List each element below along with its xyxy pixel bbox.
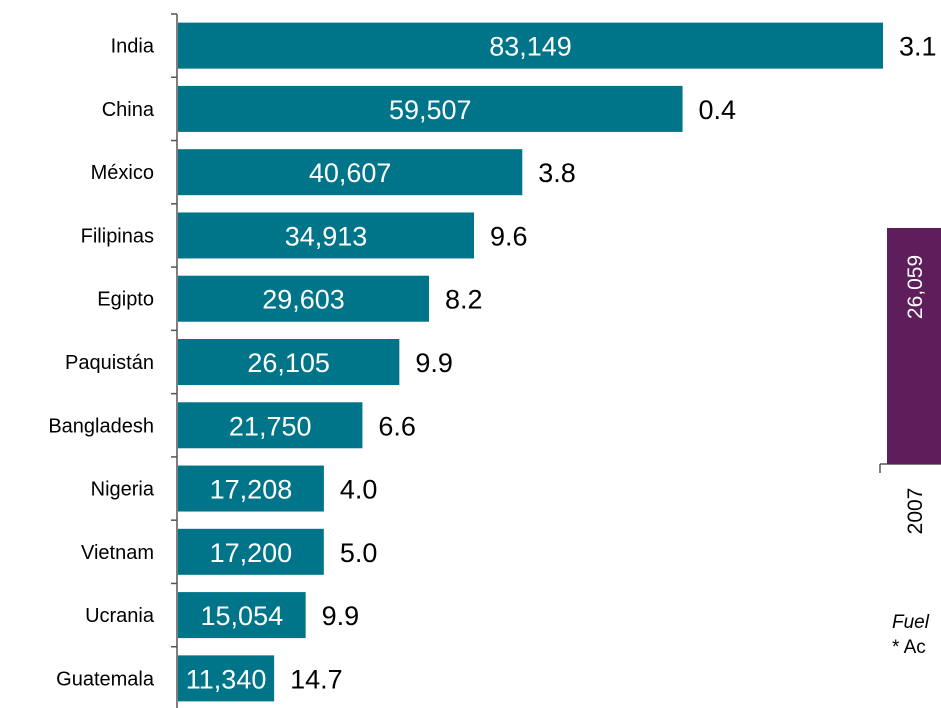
bar: [178, 212, 475, 259]
category-label: China: [102, 99, 155, 121]
secondary-value-label: 6.6: [378, 411, 416, 441]
bar-value-label: 17,200: [210, 538, 293, 568]
secondary-value-label: 8.2: [445, 285, 483, 315]
category-label: Guatemala: [56, 668, 155, 690]
secondary-value-label: 14.7: [290, 664, 343, 694]
category-label: India: [111, 36, 155, 58]
bar-value-label: 59,507: [389, 95, 472, 125]
category-label: México: [91, 162, 154, 184]
category-label: Vietnam: [81, 542, 154, 564]
bar: [178, 22, 883, 69]
category-label: Bangladesh: [48, 415, 154, 437]
category-label: Paquistán: [65, 352, 154, 374]
bar-value-label: 17,208: [210, 475, 293, 505]
secondary-value-label: 4.0: [340, 475, 378, 505]
bar: [887, 228, 941, 464]
category-label: Ucrania: [85, 605, 155, 627]
category-label: Egipto: [97, 289, 154, 311]
bar: [178, 149, 523, 196]
bar: [178, 402, 363, 449]
bar-value-label: 11,340: [186, 664, 267, 694]
bar: [178, 339, 400, 385]
secondary-value-label: 9.6: [490, 221, 528, 251]
bar-value-label: 34,913: [285, 221, 368, 251]
bar-value-label: 83,149: [489, 32, 572, 62]
category-label: Nigeria: [91, 479, 155, 501]
secondary-value-label: 5.0: [340, 538, 378, 568]
bar: [178, 85, 683, 132]
bar: [178, 528, 324, 575]
main-bar-chart: India 83,149 3.1 China 59,507 0.4 México 40,607…: [48, 13, 937, 708]
secondary-value-label: 0.4: [699, 95, 737, 125]
x-tick-label: 2007: [904, 488, 927, 535]
bar: [178, 655, 275, 702]
bar-value-label: 40,607: [309, 158, 392, 188]
secondary-value-label: 3.8: [538, 158, 576, 188]
side-bar-chart: 26,059 2007: [879, 228, 941, 535]
bar: [178, 275, 429, 322]
source-note: Fuel: [892, 612, 929, 633]
bar-value-label: 26,059: [904, 255, 927, 319]
bar-value-label: 29,603: [262, 285, 345, 315]
bar-value-label: 21,750: [229, 411, 312, 441]
bar-value-label: 15,054: [201, 601, 284, 631]
secondary-value-label: 3.1: [899, 32, 937, 62]
footnote: * Ac: [892, 637, 926, 658]
bar: [178, 465, 324, 512]
secondary-value-label: 9.9: [322, 601, 360, 631]
category-label: Filipinas: [81, 225, 154, 247]
bar: [178, 592, 306, 639]
bar-value-label: 26,105: [247, 348, 330, 378]
secondary-value-label: 9.9: [415, 348, 453, 378]
